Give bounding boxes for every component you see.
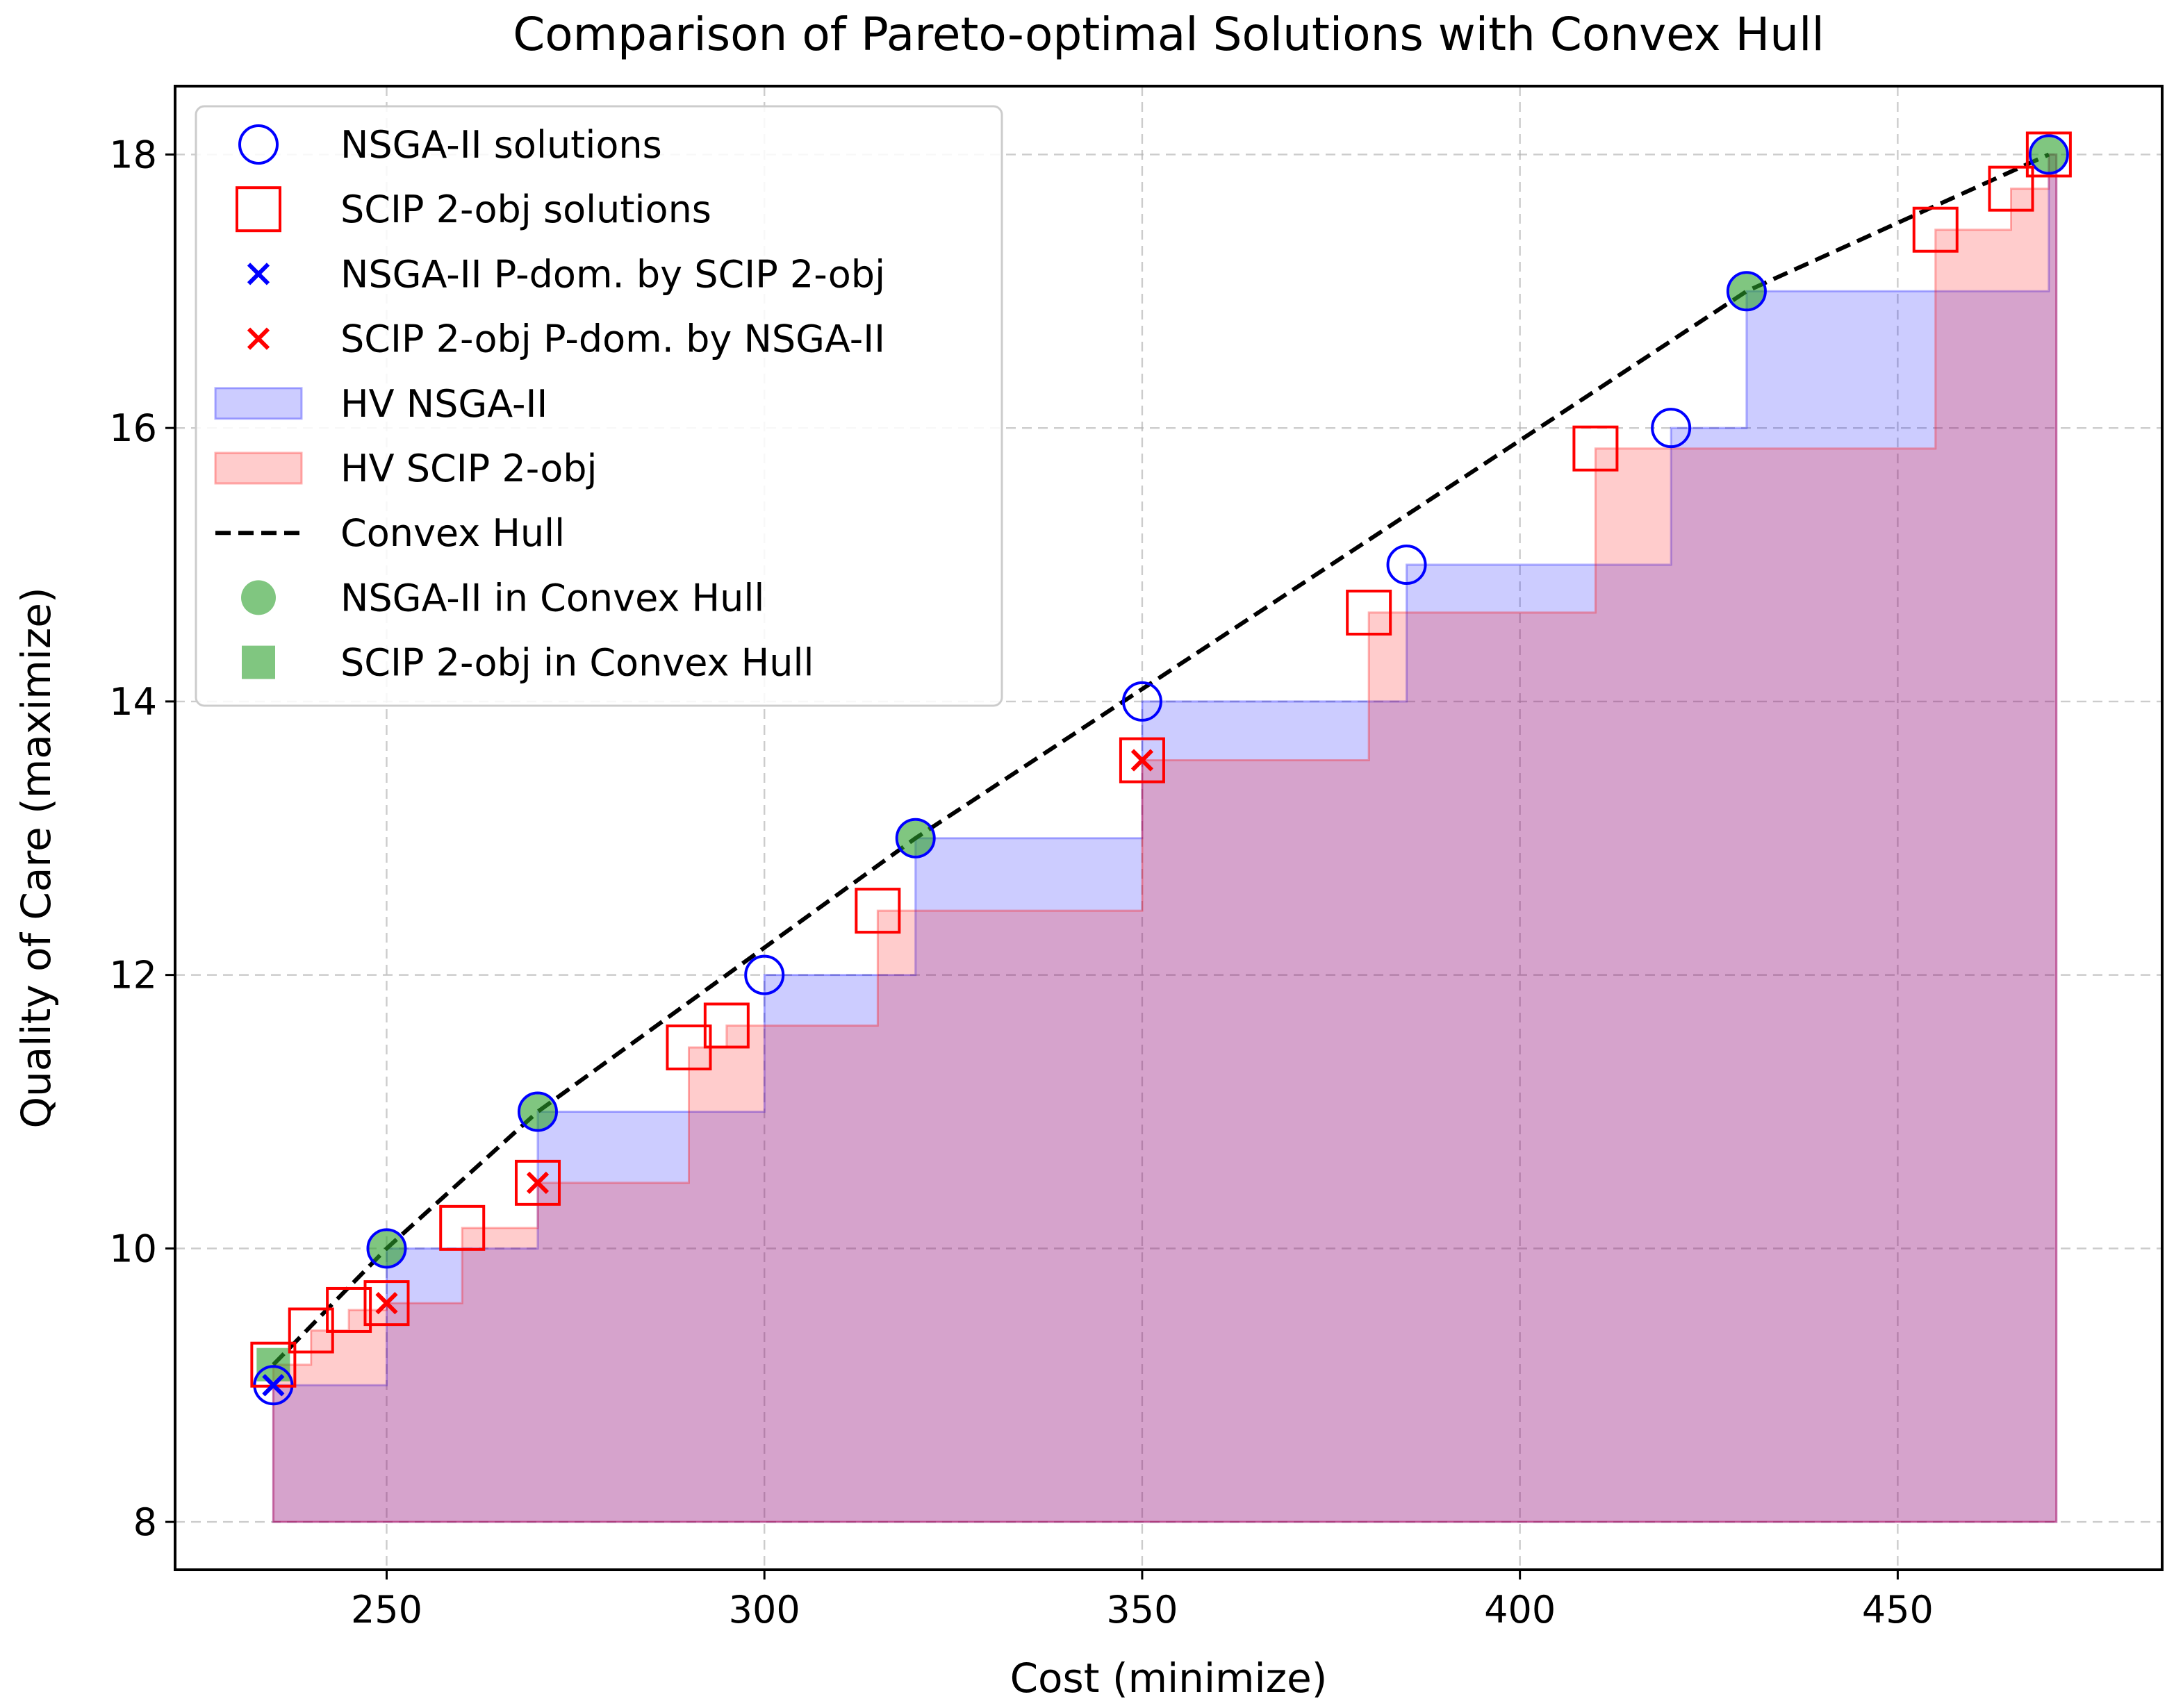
y-axis-label: Quality of Care (maximize) [13, 587, 60, 1128]
scip-point [439, 1204, 486, 1251]
green-square-icon [242, 645, 275, 679]
plot-frame [174, 85, 2164, 1571]
legend-box [195, 105, 1003, 707]
legend-marker [247, 263, 270, 285]
scip-dominated-point [375, 1291, 398, 1315]
legend-marker [214, 387, 303, 420]
nsga-hull-point [2031, 137, 2066, 172]
legend-item-hv_scip: HV SCIP 2-obj [214, 447, 598, 490]
x-tick-label-400: 400 [1484, 1588, 1556, 1632]
nsga2-point [1726, 271, 1767, 312]
legend-marker [242, 645, 275, 679]
scip-point [326, 1286, 372, 1333]
hv-nsga2-area [272, 153, 2058, 1523]
scip-point [1346, 589, 1392, 636]
legend: NSGA-II solutions SCIP 2-obj solutions NSG… [195, 105, 1003, 707]
nsga2-point [1651, 408, 1692, 449]
x-tick-label-250: 250 [351, 1588, 422, 1632]
nsga-hull-point [898, 820, 933, 856]
legend-marker [247, 327, 270, 350]
scip-point [1572, 425, 1619, 472]
y-tick-label-14: 14 [109, 680, 157, 724]
blue-x-icon [247, 263, 270, 285]
scip-hull-point [256, 1348, 290, 1382]
nsga2-point [517, 1091, 558, 1132]
legend-marker [214, 451, 303, 485]
x-axis-label: Cost (minimize) [1010, 1655, 1328, 1702]
hv-scip-area [272, 153, 2058, 1523]
convex-hull-line [272, 152, 2050, 1366]
y-tick-label-10: 10 [109, 1227, 157, 1270]
legend-label: SCIP 2-obj solutions [340, 188, 711, 231]
red-hollow-square-icon [236, 186, 281, 233]
scip-point [855, 888, 901, 934]
scip-dominated-point [1130, 749, 1154, 772]
x-tick-label-350: 350 [1106, 1588, 1178, 1632]
red-x-icon [247, 327, 270, 350]
legend-label: HV SCIP 2-obj [340, 447, 598, 490]
nsga2-point [895, 818, 936, 859]
legend-item-scip_hull: SCIP 2-obj in Convex Hull [242, 641, 814, 685]
scip-point [363, 1280, 410, 1327]
y-tick-label-16: 16 [109, 406, 157, 450]
nsga2-point [744, 954, 785, 995]
chart-title: Comparison of Pareto-optimal Solutions w… [513, 8, 1824, 61]
scip-dominated-point [526, 1171, 550, 1194]
y-tick-label-12: 12 [109, 954, 157, 997]
y-tick-label-18: 18 [109, 133, 157, 176]
scip-point [1988, 165, 2034, 212]
legend-item-nsga_hull: NSGA-II in Convex Hull [241, 576, 764, 620]
blue-patch-icon [214, 387, 303, 420]
blue-hollow-circle-icon [238, 124, 279, 165]
nsga-dominated-point [262, 1374, 285, 1397]
axis-ticks: 250 300 350 400 450 8 10 12 14 16 18 [109, 133, 1934, 1632]
legend-item-nsga: NSGA-II solutions [238, 123, 662, 167]
legend-item-scip: SCIP 2-obj solutions [236, 186, 711, 233]
legend-label: HV NSGA-II [340, 382, 547, 426]
nsga-hull-point [369, 1231, 404, 1266]
scip-point [703, 1002, 750, 1049]
convex-hull-layer [272, 152, 2050, 1366]
scip-point [514, 1159, 561, 1206]
legend-marker [238, 124, 279, 165]
legend-item-nsga_dom: NSGA-II P-dom. by SCIP 2-obj [247, 252, 885, 296]
x-tick-label-450: 450 [1862, 1588, 1934, 1632]
grid [175, 86, 2162, 1570]
x-tick-label-300: 300 [729, 1588, 800, 1632]
legend-label: Convex Hull [340, 511, 565, 555]
scip-point [1119, 737, 1165, 783]
legend-item-scip_dom: SCIP 2-obj P-dom. by NSGA-II [247, 317, 885, 361]
nsga2-point [2028, 134, 2069, 175]
legend-item-hull: Convex Hull [215, 511, 565, 555]
scip-point [2025, 131, 2072, 178]
legend-marker [241, 580, 276, 615]
legend-label: NSGA-II P-dom. by SCIP 2-obj [340, 252, 885, 296]
legend-label: SCIP 2-obj in Convex Hull [340, 641, 814, 685]
legend-item-hv_nsga: HV NSGA-II [214, 382, 547, 426]
nsga2-point [1121, 681, 1162, 722]
hypervolume-areas [272, 153, 2058, 1523]
nsga-hull-point [1729, 274, 1764, 309]
y-tick-label-8: 8 [133, 1500, 157, 1544]
legend-marker [236, 186, 281, 233]
nsga-hull-point [520, 1094, 555, 1129]
legend-label: SCIP 2-obj P-dom. by NSGA-II [340, 317, 885, 361]
red-patch-icon [214, 451, 303, 485]
nsga2-point [366, 1228, 407, 1269]
markers [250, 131, 2072, 1406]
green-circle-icon [241, 580, 276, 615]
nsga2-point [1386, 545, 1427, 586]
scip-point [1912, 206, 1959, 253]
legend-label: NSGA-II in Convex Hull [340, 576, 764, 620]
legend-label: NSGA-II solutions [340, 123, 662, 167]
